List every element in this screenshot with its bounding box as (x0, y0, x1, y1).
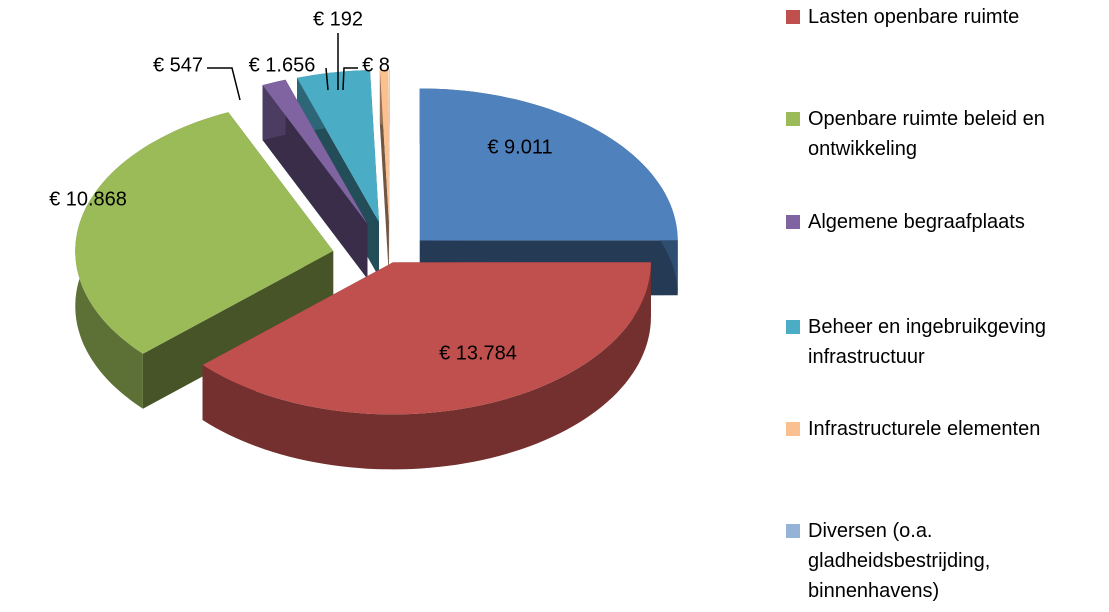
pie-area: € 9.011 € 13.784 € 10.868 € 547 € 1.656 € 192… (49, 8, 678, 470)
leader-line (207, 67, 241, 101)
slice (75, 112, 334, 409)
slice-cut (142, 251, 334, 409)
legend-label: Openbare ruimte beleid en ontwikkeling (808, 108, 1045, 160)
data-label: € 10.868 (49, 188, 127, 210)
slice-top (202, 262, 651, 415)
slice-top (379, 69, 389, 222)
slice (262, 79, 368, 279)
data-label: € 192 (313, 8, 363, 30)
legend-item: Infrastructurele elementen (786, 414, 1098, 444)
legend-swatch (786, 215, 800, 229)
data-label: € 9.011 (487, 136, 552, 158)
legend-item: Diversen (o.a. gladheidsbestrijding, bin… (786, 516, 1098, 606)
slice-side (202, 262, 651, 470)
slice-top (419, 88, 678, 241)
legend-swatch (786, 10, 800, 24)
leader-line (325, 67, 329, 91)
legend-swatch (786, 524, 800, 538)
legend-label: Diversen (o.a. gladheidsbestrijding, bin… (808, 520, 991, 602)
legend-item: Openbare ruimte beleid en ontwikkeling (786, 104, 1098, 164)
slice-top (262, 79, 368, 224)
legend-swatch (786, 422, 800, 436)
slice (379, 69, 389, 277)
legend-swatch (786, 112, 800, 126)
legend-label: Lasten openbare ruimte (808, 6, 1020, 28)
legend-label: Algemene begraafplaats (808, 211, 1025, 233)
legend-item: Beheer en ingebruikgeving infrastructuur (786, 312, 1098, 372)
leader-line (342, 67, 358, 91)
legend-swatch (786, 320, 800, 334)
slice-top (297, 70, 379, 223)
legend-label: Beheer en ingebruikgeving infrastructuur (808, 316, 1046, 368)
legend-label: Infrastructurele elementen (808, 418, 1041, 440)
data-label: € 13.784 (439, 342, 517, 364)
legend-item: Algemene begraafplaats (786, 207, 1098, 237)
data-label: € 547 (153, 54, 203, 76)
data-label: € 8 (362, 54, 390, 76)
slice (202, 262, 651, 470)
slice-top (75, 112, 334, 354)
data-label: € 1.656 (249, 54, 316, 76)
legend-item: Lasten openbare ruimte (786, 2, 1098, 32)
